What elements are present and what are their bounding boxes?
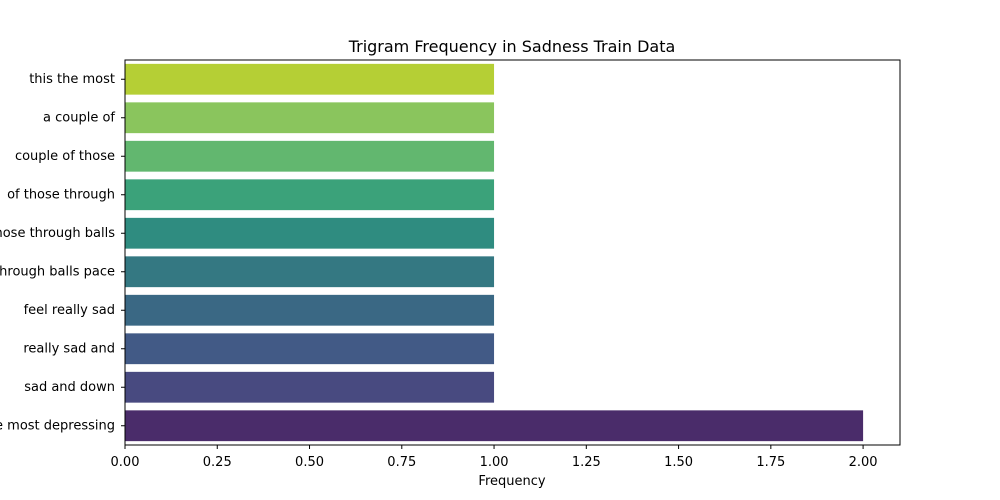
x-tick-label-1: 0.25	[203, 455, 232, 470]
bar-2	[125, 140, 495, 172]
y-tick-label-8: sad and down	[24, 380, 115, 395]
x-tick-label-5: 1.25	[572, 455, 601, 470]
x-tick-label-0: 0.00	[111, 455, 140, 470]
y-tick-label-5: through balls pace	[0, 264, 115, 279]
bar-8	[125, 371, 495, 403]
bar-1	[125, 102, 495, 134]
plot-frame	[124, 59, 901, 446]
y-tick-label-4: those through balls	[0, 226, 115, 241]
y-tick-label-6: feel really sad	[24, 303, 115, 318]
bar-0	[125, 63, 495, 95]
x-tick-label-6: 1.50	[664, 455, 693, 470]
chart-title: Trigram Frequency in Sadness Train Data	[348, 37, 676, 56]
y-tick-label-2: couple of those	[15, 149, 115, 164]
bar-6	[125, 294, 495, 326]
bar-5	[125, 256, 495, 288]
y-tick-label-3: of those through	[7, 187, 115, 202]
y-tick-label-7: really sad and	[23, 341, 115, 356]
x-tick-label-7: 1.75	[756, 455, 785, 470]
bar-9	[125, 410, 864, 442]
y-tick-label-0: this the most	[29, 72, 115, 87]
x-tick-label-3: 0.75	[387, 455, 416, 470]
x-tick-label-8: 2.00	[849, 455, 878, 470]
bar-7	[125, 333, 495, 365]
y-tick-label-9: the most depressing	[0, 418, 115, 433]
x-tick-label-2: 0.50	[295, 455, 324, 470]
bar-3	[125, 179, 495, 211]
y-tick-label-1: a couple of	[43, 110, 115, 125]
x-tick-label-4: 1.00	[480, 455, 509, 470]
bar-4	[125, 217, 495, 249]
x-axis-label: Frequency	[478, 474, 545, 489]
